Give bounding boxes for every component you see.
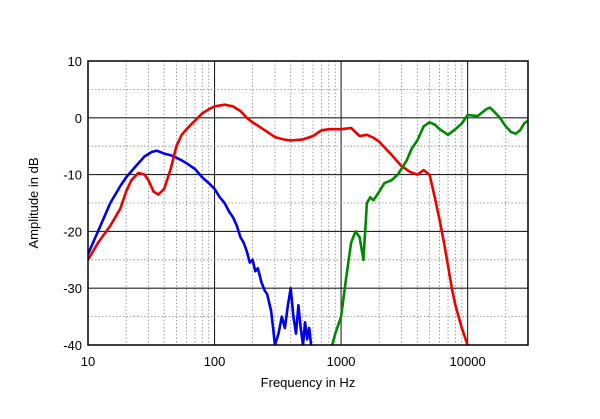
plot-border (87, 60, 529, 346)
y-tick-label: -30 (63, 281, 82, 296)
x-tick-labels: 10 100 1000 10000 (81, 354, 486, 369)
series-layer (88, 103, 528, 345)
series-line-1 (88, 149, 313, 345)
y-axis-label: Amplitude in dB (26, 157, 41, 248)
series-line-2 (88, 103, 469, 345)
x-tick-label: 1000 (327, 354, 356, 369)
y-tick-label: -40 (63, 338, 82, 353)
grid-lines (88, 61, 528, 345)
series-line-3 (330, 106, 528, 345)
x-axis-label: Frequency in Hz (261, 375, 356, 390)
x-tick-label: 10000 (450, 354, 486, 369)
x-tick-label: 100 (204, 354, 226, 369)
y-tick-label: 10 (68, 54, 82, 69)
y-tick-label: -20 (63, 224, 82, 239)
y-tick-label: -10 (63, 168, 82, 183)
y-tick-labels: 10 0 -10 -20 -30 -40 (63, 54, 82, 353)
x-tick-label: 10 (81, 354, 95, 369)
y-tick-label: 0 (75, 111, 82, 126)
